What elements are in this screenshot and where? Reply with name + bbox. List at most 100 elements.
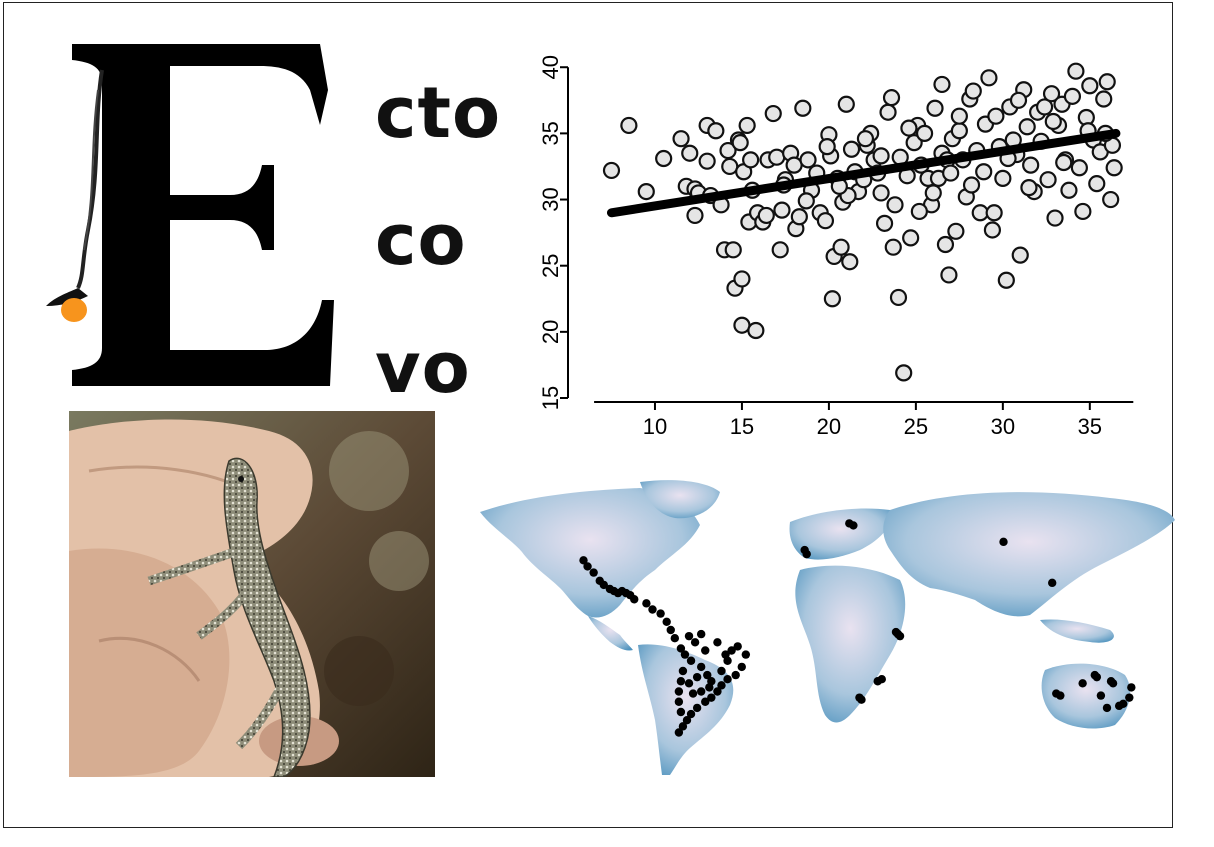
scatter-point bbox=[818, 138, 836, 156]
scatter-point bbox=[950, 107, 968, 125]
scatter-point bbox=[962, 176, 981, 194]
scatter-point bbox=[902, 229, 920, 247]
lizard-photo bbox=[69, 411, 435, 777]
scatter-point bbox=[856, 130, 875, 148]
scatter-point bbox=[790, 208, 808, 226]
scatter-point bbox=[980, 69, 998, 87]
map-point bbox=[676, 677, 686, 686]
map-point bbox=[703, 670, 712, 680]
logo-word-cto: cto bbox=[375, 72, 502, 154]
scatter-point bbox=[971, 204, 989, 222]
map-point bbox=[731, 670, 740, 680]
y-tick-label: 25 bbox=[538, 253, 563, 277]
scatter-point bbox=[1070, 159, 1088, 177]
map-point bbox=[713, 638, 722, 647]
scatter-point bbox=[823, 290, 841, 308]
map-point bbox=[1056, 691, 1065, 700]
map-sample-points bbox=[579, 519, 1136, 737]
map-point bbox=[1125, 693, 1134, 702]
scatter-point bbox=[1018, 118, 1036, 136]
scatter-point bbox=[1098, 73, 1116, 91]
map-point bbox=[741, 650, 751, 659]
scatter-point bbox=[707, 122, 725, 140]
scatter-point bbox=[872, 147, 890, 165]
map-point bbox=[630, 595, 639, 604]
scatter-point bbox=[724, 241, 742, 259]
scatter-point bbox=[936, 235, 955, 254]
y-tick-label: 35 bbox=[538, 121, 563, 145]
scatter-point bbox=[731, 134, 749, 152]
y-tick-label: 40 bbox=[538, 55, 563, 79]
map-point bbox=[1048, 578, 1057, 588]
map-point bbox=[680, 650, 690, 659]
map-point bbox=[676, 707, 686, 717]
map-point bbox=[1127, 683, 1136, 692]
scatter-point bbox=[768, 148, 786, 166]
scatter-point bbox=[794, 99, 812, 117]
scatter-point bbox=[997, 271, 1015, 289]
scatter-point bbox=[733, 316, 751, 334]
scatter-point bbox=[1035, 98, 1054, 116]
regression-line bbox=[606, 128, 1121, 218]
scatter-point bbox=[983, 221, 1002, 239]
map-point bbox=[802, 549, 811, 559]
scatter-point bbox=[1044, 112, 1062, 131]
world-map bbox=[480, 480, 1175, 775]
scatter-point bbox=[721, 157, 739, 176]
map-point bbox=[648, 605, 657, 614]
scatter-point bbox=[681, 144, 699, 162]
scatter-point bbox=[889, 288, 908, 307]
map-point bbox=[676, 644, 686, 653]
scatter-point bbox=[886, 196, 904, 214]
scatter-point bbox=[895, 364, 913, 382]
scatter-point bbox=[1020, 179, 1038, 197]
scatter-point bbox=[924, 184, 942, 202]
map-point bbox=[701, 646, 710, 655]
map-point bbox=[733, 642, 742, 651]
scatter-point bbox=[905, 134, 923, 152]
map-point bbox=[684, 679, 694, 688]
map-point bbox=[696, 687, 706, 696]
scatter-point bbox=[1011, 246, 1029, 264]
map-point bbox=[690, 638, 700, 647]
map-point bbox=[688, 689, 698, 698]
scatter-point bbox=[733, 270, 751, 288]
map-point bbox=[895, 631, 905, 641]
map-point bbox=[642, 599, 651, 608]
logo-letter-e bbox=[46, 44, 334, 386]
scatter-point bbox=[940, 266, 958, 284]
map-continents bbox=[480, 480, 1175, 775]
scatter-points bbox=[602, 62, 1123, 382]
scatter-point bbox=[1060, 181, 1078, 199]
map-point bbox=[713, 687, 722, 696]
scatter-point bbox=[942, 164, 960, 182]
x-tick-label: 10 bbox=[643, 414, 667, 439]
scatter-plot: 15 20 25 30 35 40 10 15 20 25 30 35 bbox=[538, 55, 1134, 439]
map-point bbox=[717, 666, 726, 676]
logo-word-vo: vo bbox=[375, 327, 471, 409]
map-point bbox=[721, 650, 730, 659]
ectoecoevo-logo: cto co vo bbox=[30, 30, 510, 409]
scatter-point bbox=[947, 222, 965, 240]
map-point bbox=[678, 722, 688, 731]
scatter-point bbox=[964, 82, 982, 100]
map-point bbox=[723, 675, 732, 684]
map-point bbox=[678, 666, 688, 676]
scatter-point bbox=[994, 169, 1012, 187]
scatter-trendline bbox=[606, 128, 1121, 218]
x-tick-label: 30 bbox=[991, 414, 1015, 439]
scatter-point bbox=[1046, 209, 1064, 227]
scatter-point bbox=[1081, 77, 1099, 95]
figure-frame bbox=[3, 2, 1173, 828]
scatter-point bbox=[1063, 87, 1082, 105]
scatter-axes: 15 20 25 30 35 40 10 15 20 25 30 35 bbox=[538, 55, 1134, 439]
map-point bbox=[589, 568, 598, 577]
x-tick-label: 15 bbox=[730, 414, 754, 439]
scatter-point bbox=[686, 206, 704, 225]
scatter-point bbox=[842, 140, 861, 158]
map-point bbox=[857, 695, 866, 704]
scatter-point bbox=[841, 253, 859, 271]
map-point bbox=[692, 703, 702, 713]
map-point bbox=[674, 697, 684, 706]
map-point bbox=[1102, 703, 1112, 713]
